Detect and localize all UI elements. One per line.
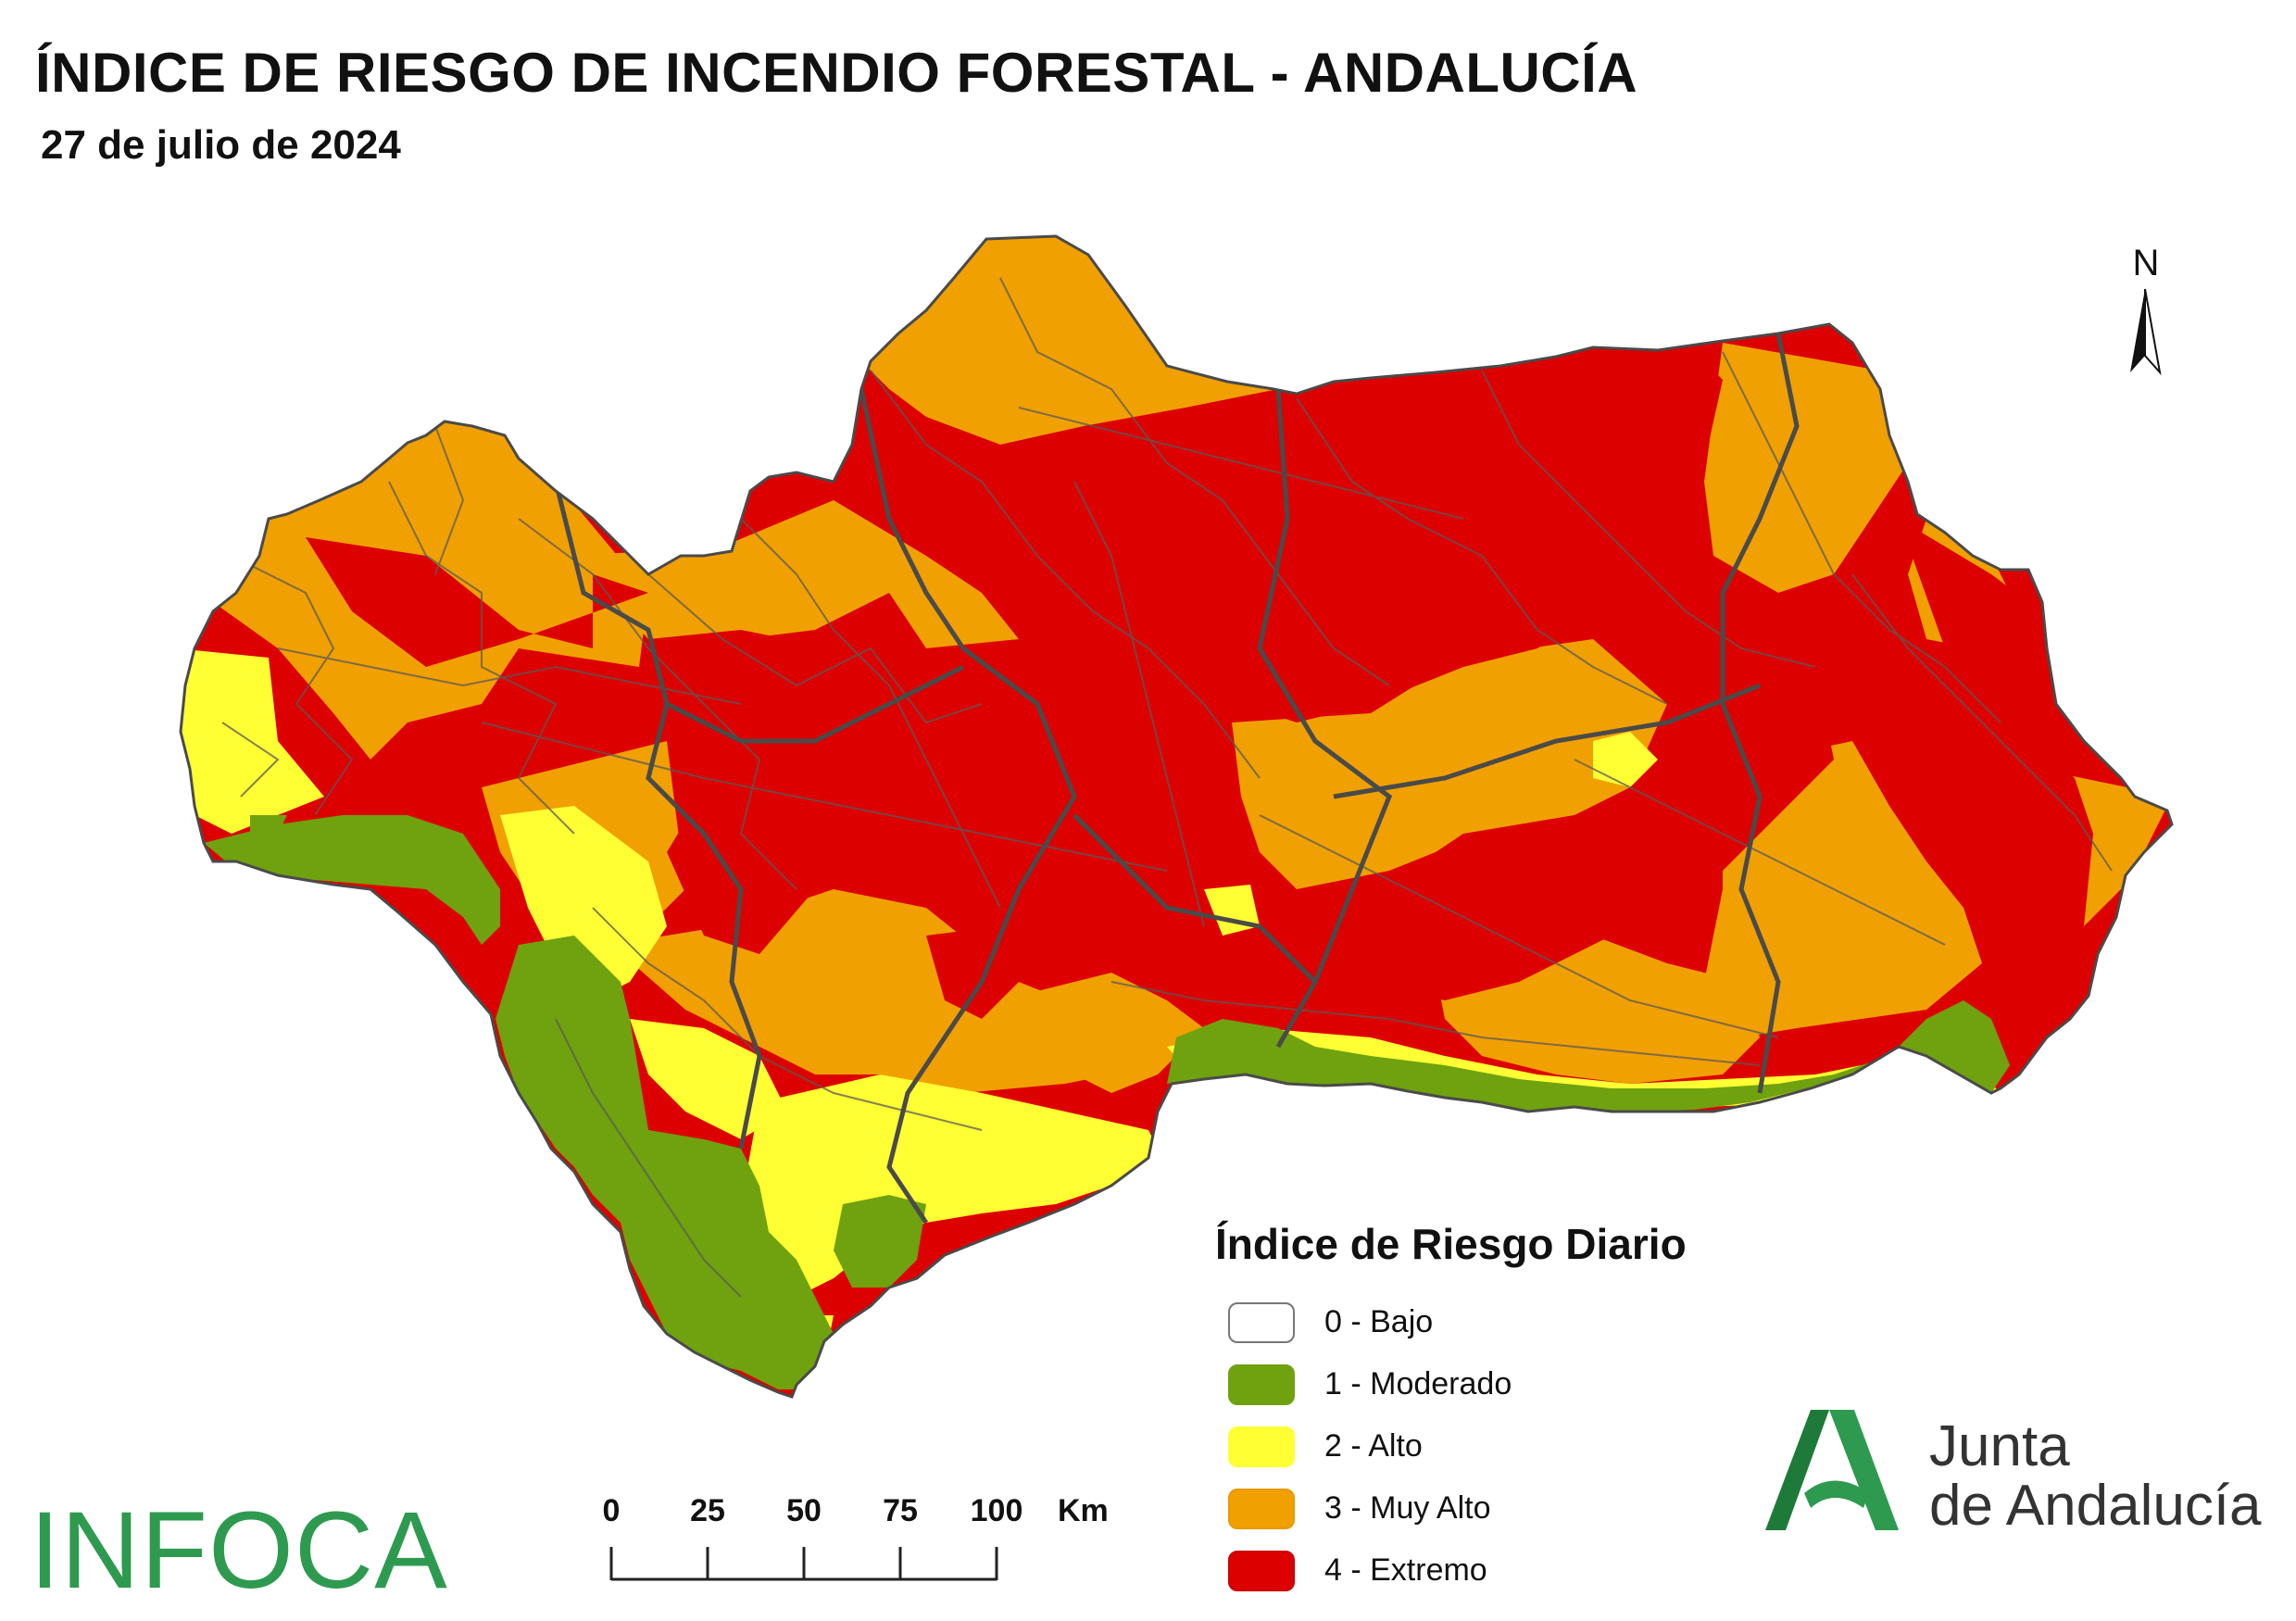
legend-item-extremo: 4 - Extremo: [1228, 1539, 1512, 1602]
scale-unit: Km: [1058, 1493, 1109, 1528]
zone-extremo: [306, 343, 2093, 1019]
scale-tick-label: 50: [786, 1493, 822, 1528]
north-label: N: [2132, 243, 2160, 283]
legend-label: 1 - Moderado: [1324, 1366, 1512, 1401]
legend-item-bajo: 0 - Bajo: [1228, 1291, 1512, 1353]
scale-tick-label: 25: [690, 1493, 725, 1528]
legend: 0 - Bajo 1 - Moderado 2 - Alto 3 - Muy A…: [1228, 1291, 1512, 1602]
infoca-logo: INFOCA: [30, 1489, 448, 1612]
municipal-boundaries: [221, 277, 2113, 1298]
legend-swatch-alto: [1228, 1426, 1295, 1467]
legend-item-muy-alto: 3 - Muy Alto: [1228, 1477, 1512, 1539]
legend-swatch-muy-alto: [1228, 1488, 1295, 1529]
scale-tick-label: 0: [602, 1493, 621, 1528]
legend-item-moderado: 1 - Moderado: [1228, 1353, 1512, 1415]
legend-item-alto: 2 - Alto: [1228, 1415, 1512, 1477]
risk-zones: [181, 236, 2172, 1389]
legend-swatch-bajo: [1228, 1301, 1295, 1343]
legend-swatch-extremo: [1228, 1550, 1295, 1591]
legend-label: 4 - Extremo: [1324, 1552, 1487, 1588]
province-boundaries: [553, 333, 1800, 1225]
legend-swatch-moderado: [1228, 1363, 1295, 1405]
north-arrow: N: [2112, 243, 2186, 284]
scale-tick-label: 75: [883, 1493, 918, 1528]
junta-emblem-icon: [1765, 1410, 1899, 1530]
legend-label: 3 - Muy Alto: [1324, 1490, 1491, 1526]
junta-line1: Junta: [1929, 1414, 2070, 1478]
map-date: 27 de julio de 2024: [41, 122, 401, 168]
scale-tick-label: 100: [970, 1493, 1023, 1528]
legend-label: 0 - Bajo: [1324, 1304, 1434, 1339]
map-title: ÍNDICE DE RIESGO DE INCENDIO FORESTAL - …: [35, 42, 1638, 104]
legend-title: Índice de Riesgo Diario: [1215, 1220, 1687, 1268]
junta-logo: Junta de Andalucía: [1776, 1410, 2262, 1549]
junta-logo-text: Junta de Andalucía: [1929, 1417, 2262, 1536]
legend-label: 2 - Alto: [1324, 1428, 1423, 1464]
north-arrow-icon: [2130, 288, 2162, 376]
junta-line2: de Andalucía: [1929, 1474, 2262, 1538]
scale-bar: [609, 1547, 998, 1581]
